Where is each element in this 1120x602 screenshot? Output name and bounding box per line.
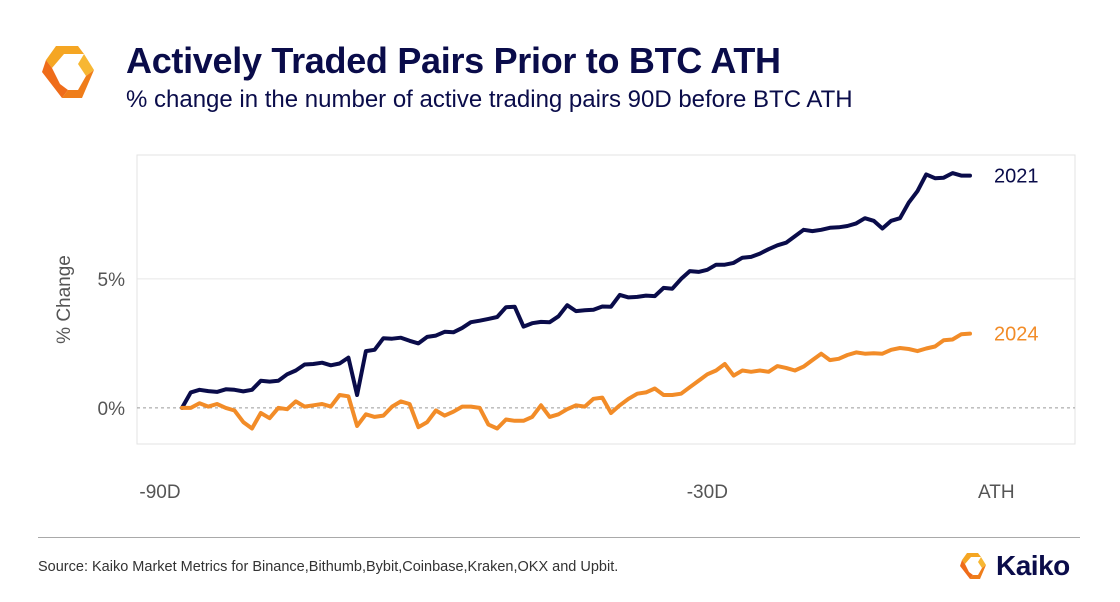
x-tick-label: -90D (139, 482, 180, 503)
series-label-2024: 2024 (994, 324, 1039, 346)
kaiko-logo-icon (42, 46, 94, 98)
x-tick-label: -30D (687, 482, 728, 503)
source-note: Source: Kaiko Market Metrics for Binance… (38, 559, 619, 575)
line-chart: 0% 5% % Change -90D -30D ATH 2021 2024 (54, 154, 1076, 503)
series-label-2021: 2021 (994, 166, 1039, 188)
y-axis-label: % Change (54, 255, 75, 344)
axis-layer: 0% 5% % Change -90D -30D ATH (54, 255, 1015, 503)
brand-name: Kaiko (996, 550, 1070, 581)
x-tick-label: ATH (978, 482, 1015, 503)
chart-title: Actively Traded Pairs Prior to BTC ATH (126, 40, 781, 81)
y-tick-label: 5% (98, 270, 126, 291)
chart-subtitle: % change in the number of active trading… (126, 86, 853, 113)
brand-logo: Kaiko (958, 548, 1070, 584)
y-tick-label: 0% (98, 399, 126, 420)
plot-frame (136, 154, 1076, 445)
footer-divider (38, 537, 1080, 538)
series-line-2021 (180, 171, 972, 410)
kaiko-small-logo-icon (960, 553, 986, 579)
series-layer: 2021 2024 (180, 166, 1039, 431)
series-line-2024 (180, 331, 972, 431)
